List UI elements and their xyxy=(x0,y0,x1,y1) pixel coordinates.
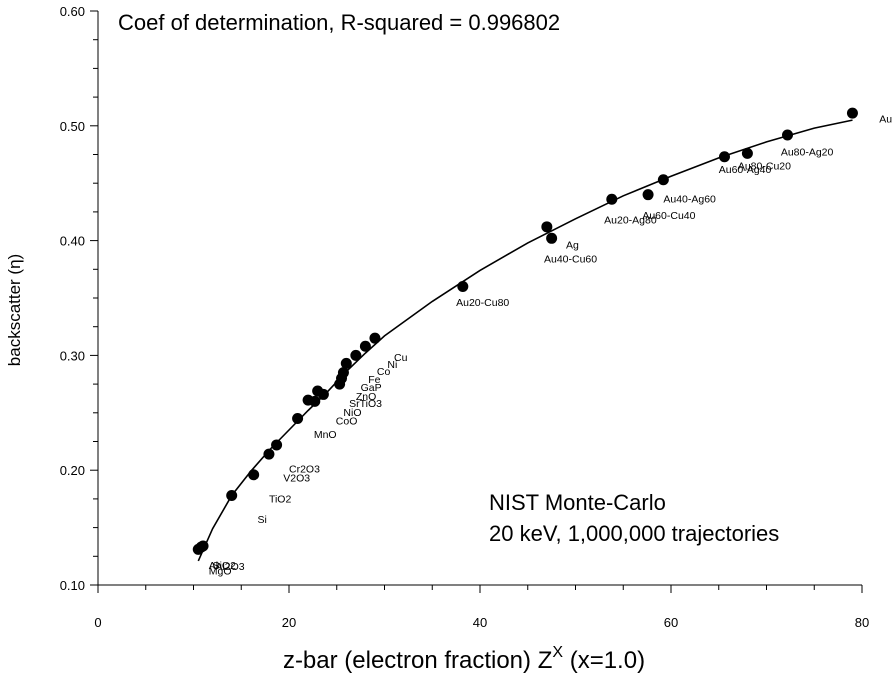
data-point xyxy=(642,189,654,201)
point-label: Au80-Ag20 xyxy=(781,147,834,159)
y-tick-label: 0.20 xyxy=(60,463,85,478)
data-point xyxy=(350,349,362,361)
point-label: Au20-Ag80 xyxy=(604,214,657,226)
point-label: GaP xyxy=(361,382,382,394)
data-point xyxy=(337,367,349,379)
point-label: Au80-Cu20 xyxy=(738,160,791,172)
point-label: Ni xyxy=(387,359,397,371)
point-label: Si xyxy=(257,514,266,526)
data-point xyxy=(197,540,209,552)
point-label: Au20-Cu80 xyxy=(456,297,509,309)
data-point xyxy=(541,221,553,233)
point-label: Au xyxy=(879,113,892,125)
y-tick-label: 0.10 xyxy=(60,578,85,593)
point-label: SrTiO3 xyxy=(349,398,382,410)
info-line-1: NIST Monte-Carlo xyxy=(489,490,666,515)
point-label: Al xyxy=(209,560,218,572)
x-axis-title: z-bar (electron fraction) ZX (x=1.0) xyxy=(283,644,645,674)
point-label: MgO xyxy=(209,566,232,578)
info-line-2: 20 keV, 1,000,000 trajectories xyxy=(489,521,779,546)
fit-curve-layer xyxy=(197,119,853,562)
x-tick-label: 20 xyxy=(282,615,296,630)
x-tick-label: 80 xyxy=(855,615,869,630)
data-point xyxy=(741,147,753,159)
data-point xyxy=(226,489,238,501)
point-label: Au60-Cu40 xyxy=(642,210,695,222)
point-label: V2O3 xyxy=(283,473,310,485)
point-label: MnO xyxy=(314,429,337,441)
y-tick-label: 0.40 xyxy=(60,234,85,249)
point-label: Au40-Ag60 xyxy=(663,194,716,206)
data-point xyxy=(309,395,321,407)
point-label: ZnO xyxy=(356,391,376,403)
point-label: NiO xyxy=(343,407,361,419)
point-label: Au60-Ag40 xyxy=(719,164,772,176)
data-point xyxy=(340,357,352,369)
fit-curve xyxy=(197,119,853,562)
data-point xyxy=(718,151,730,163)
x-axis-title-superscript: X xyxy=(552,644,563,661)
point-label: Al2O3 xyxy=(215,561,244,573)
x-axis-title-main: z-bar (electron fraction) Z xyxy=(283,647,552,674)
y-tick-label: 0.50 xyxy=(60,119,85,134)
point-label: Cu xyxy=(394,352,408,364)
data-point xyxy=(359,340,371,352)
r-squared-annotation: Coef of determination, R-squared = 0.996… xyxy=(118,10,560,35)
point-label: Ag xyxy=(566,240,579,252)
x-tick-label: 40 xyxy=(473,615,487,630)
data-point xyxy=(248,469,260,481)
x-tick-label: 60 xyxy=(664,615,678,630)
data-point xyxy=(263,448,275,460)
point-label: Fe xyxy=(368,374,380,386)
data-point xyxy=(546,232,558,244)
y-axis-title: backscatter (η) xyxy=(5,254,24,366)
y-tick-label: 0.60 xyxy=(60,4,85,19)
point-label: Au40-Cu60 xyxy=(544,253,597,265)
data-point xyxy=(369,332,381,344)
x-tick-label: 0 xyxy=(94,615,101,630)
data-point xyxy=(846,107,858,119)
point-label: CoO xyxy=(336,415,358,427)
x-axis-title-suffix: (x=1.0) xyxy=(563,647,645,674)
data-point xyxy=(606,193,618,205)
point-label: SiO2 xyxy=(213,560,237,572)
data-point xyxy=(271,439,283,451)
y-tick-label: 0.30 xyxy=(60,348,85,363)
data-point xyxy=(292,413,304,425)
data-points xyxy=(192,107,858,555)
data-point xyxy=(317,388,329,400)
data-point xyxy=(657,174,669,186)
data-point xyxy=(782,129,794,141)
point-label: TiO2 xyxy=(269,493,292,505)
point-label: Co xyxy=(377,366,391,378)
point-label: Cr2O3 xyxy=(289,463,320,475)
data-point xyxy=(457,281,469,293)
axes: 0.10 0.20 0.30 0.40 0.50 0.60 0 20 40 60 80 xyxy=(60,4,870,630)
